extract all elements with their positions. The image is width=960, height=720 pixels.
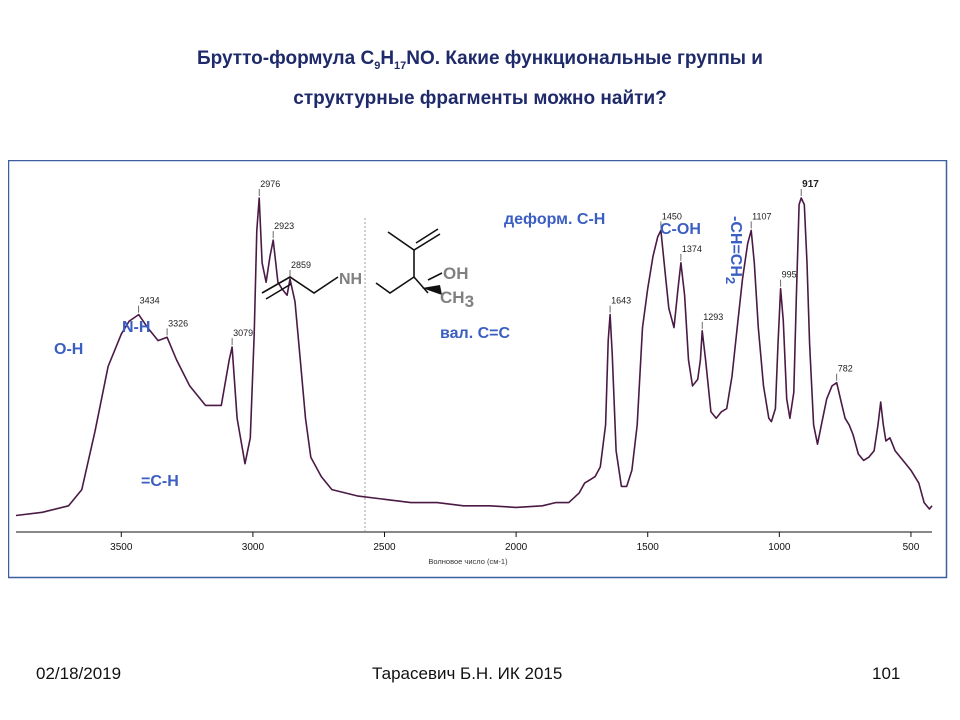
bond-chain [375, 275, 429, 294]
slide-title-line-2: структурные фрагменты можно найти? [293, 88, 667, 109]
ch3-main: CH [440, 288, 465, 307]
bond-top-double [415, 228, 439, 244]
group-annotation: вал. С=С [440, 325, 510, 342]
peak-label: 1293 [703, 312, 723, 322]
peak-label: 1374 [682, 244, 702, 254]
title-text-1: Брутто-формула С [196, 48, 375, 69]
footer-date: 02/18/2019 [36, 664, 122, 683]
bond-allyl-double [265, 283, 292, 300]
x-tick-label: 3500 [110, 542, 133, 553]
peak-label: 2976 [260, 179, 280, 189]
x-tick-label: 500 [903, 542, 920, 553]
slide-title-line-1: Брутто-формула С9Н17NO. Какие функционал… [0, 48, 960, 72]
bond-oh [427, 272, 443, 281]
peak-label: 995 [782, 270, 797, 280]
oh-label: OH [443, 264, 469, 283]
group-annotation: С-ОН [660, 221, 701, 238]
peak-label: 1450 [662, 211, 682, 221]
title-text-2: NO. Какие функциональные группы и [406, 48, 763, 69]
peak-label: 2859 [291, 260, 311, 270]
peak-label: 1643 [611, 296, 631, 306]
x-tick-label: 2500 [373, 542, 396, 553]
peak-label: 1107 [752, 211, 771, 221]
ch3-label: CH3 [440, 288, 474, 311]
bond-top [387, 231, 441, 251]
x-tick-label: 1500 [637, 542, 660, 553]
wedge-bond [422, 285, 442, 295]
annotation-subscript: 2 [723, 277, 738, 284]
molecule-structure [261, 228, 443, 300]
ch3-subscript: 3 [465, 292, 474, 311]
nh-label: NH [339, 271, 362, 288]
peak-label: 782 [838, 364, 853, 374]
peak-label: 3326 [168, 318, 188, 328]
footer-page-number: 101 [872, 664, 901, 683]
footer-author: Тарасевич Б.Н. ИК 2015 [372, 664, 563, 683]
spectrum-line [15, 197, 933, 517]
x-axis-label: Волновое число (см-1) [428, 557, 508, 566]
group-annotation: =С-Н [141, 473, 179, 490]
group-annotation: деформ. С-Н [504, 211, 605, 228]
x-tick-group: 3500 3000 2500 2000 1500 1000 500 [110, 532, 920, 553]
x-tick-label: 1000 [768, 542, 791, 553]
peak-label-group: 3434 3326 3079 2976 2923 2859 1643 1450 1374 1293… [138, 179, 853, 381]
title-text-h: Н [380, 48, 395, 69]
ir-spectrum-chart: 3500 3000 2500 2000 1500 1000 500 3434 3326 3079… [8, 160, 948, 579]
x-tick-label: 2000 [505, 542, 528, 553]
x-tick-label: 3000 [242, 542, 265, 553]
group-annotation: -CH=CH2 [723, 216, 744, 284]
bond-allyl [261, 276, 339, 294]
peak-label: 3079 [233, 328, 253, 338]
peak-label: 3434 [140, 296, 160, 306]
peak-label: 917 [802, 179, 819, 190]
title-subscript-9: 9 [374, 59, 381, 72]
group-annotation: О-Н [54, 341, 83, 358]
title-subscript-17: 17 [394, 59, 407, 72]
chart-frame [8, 160, 948, 579]
annotation-group: О-Н N-H =С-Н вал. С=С деформ. С-Н С-ОН -CH=CH2 [54, 211, 744, 490]
peak-label: 2923 [274, 221, 294, 231]
group-annotation: N-H [122, 319, 150, 336]
